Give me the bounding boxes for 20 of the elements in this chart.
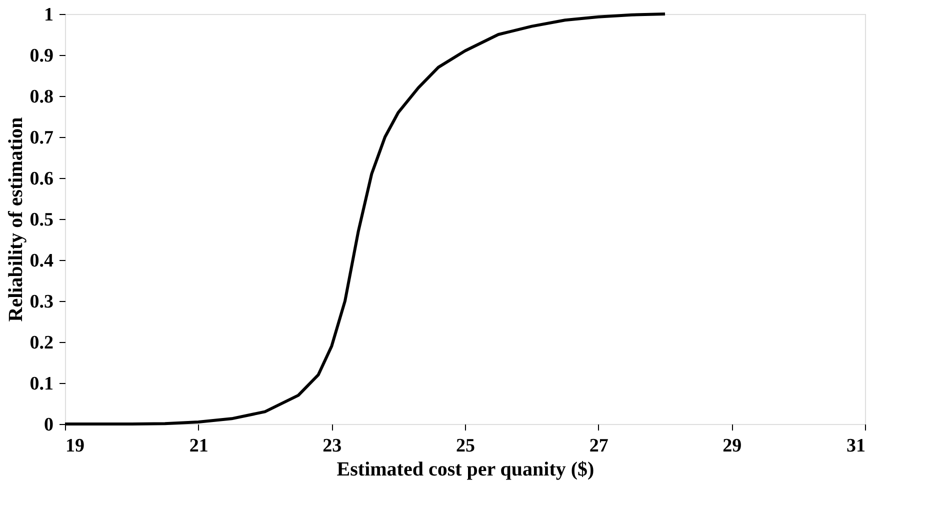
x-tick-label: 29 <box>722 436 742 456</box>
y-tick-label: 0.1 <box>30 374 54 394</box>
y-axis-title: Reliability of estimation <box>4 117 27 322</box>
x-tick-label: 27 <box>589 436 609 456</box>
y-tick-label: 0.8 <box>30 86 54 108</box>
x-axis-title: Estimated cost per quanity ($) <box>336 458 594 480</box>
x-tick-label: 23 <box>322 436 342 456</box>
y-tick-label: 0.9 <box>30 46 54 66</box>
y-tick-label: 0 <box>44 414 54 436</box>
y-tick-label: 0.5 <box>30 210 54 230</box>
x-tick-label: 19 <box>66 436 84 456</box>
x-tick-label: 31 <box>846 436 866 456</box>
y-tick-label: 0.7 <box>30 128 54 148</box>
y-tick-label: 0.3 <box>30 292 54 312</box>
y-tick-label: 0.4 <box>30 250 54 272</box>
x-tick-label: 25 <box>456 436 475 456</box>
y-tick-label: 1 <box>44 4 54 26</box>
y-tick-label: 0.2 <box>30 332 54 354</box>
x-tick-label: 21 <box>189 436 208 456</box>
y-tick-label: 0.6 <box>30 168 54 190</box>
